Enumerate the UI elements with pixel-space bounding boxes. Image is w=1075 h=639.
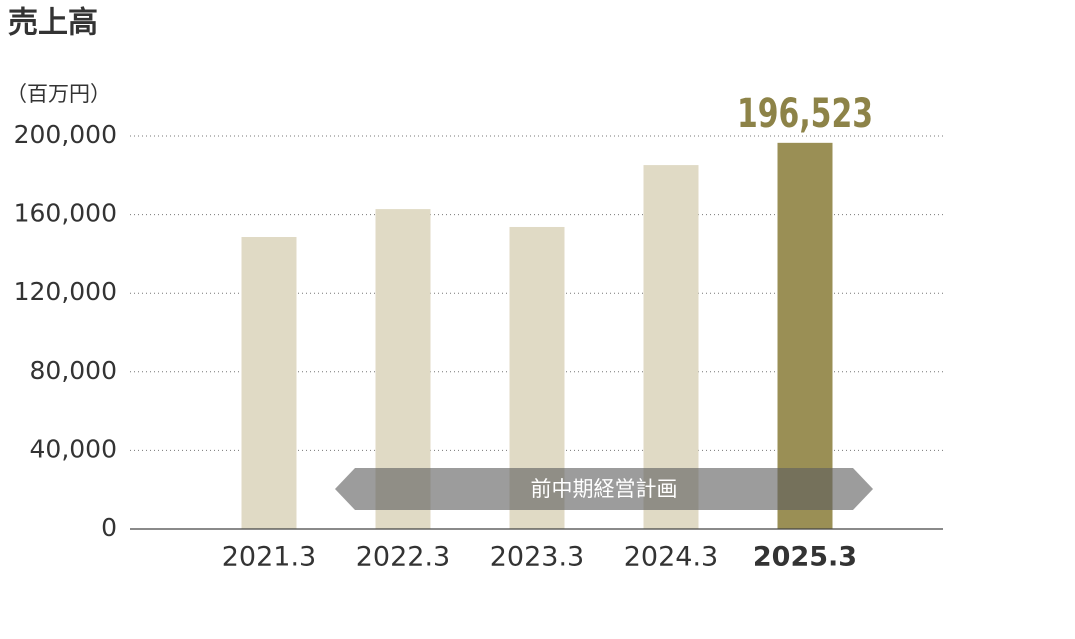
x-tick-label: 2022.3	[356, 542, 450, 573]
y-tick-label: 160,000	[14, 199, 117, 228]
x-tick-label: 2025.3	[753, 542, 857, 573]
chart-title: 売上高	[8, 6, 98, 41]
x-tick-label: 2021.3	[222, 542, 316, 573]
y-tick-label: 40,000	[30, 434, 117, 463]
x-tick-label: 2023.3	[490, 542, 584, 573]
y-axis-label: （百万円）	[6, 82, 111, 106]
value-label: 196,523	[737, 91, 873, 137]
annotation-arrow	[335, 468, 873, 510]
y-tick-label: 120,000	[14, 277, 117, 306]
bar	[241, 237, 297, 529]
bar	[777, 142, 833, 529]
x-tick-label: 2024.3	[624, 542, 718, 573]
annotation-text: 前中期経営計画	[531, 477, 678, 501]
y-tick-label: 200,000	[14, 120, 117, 149]
y-tick-label: 80,000	[30, 356, 117, 385]
y-tick-label: 0	[101, 513, 117, 542]
